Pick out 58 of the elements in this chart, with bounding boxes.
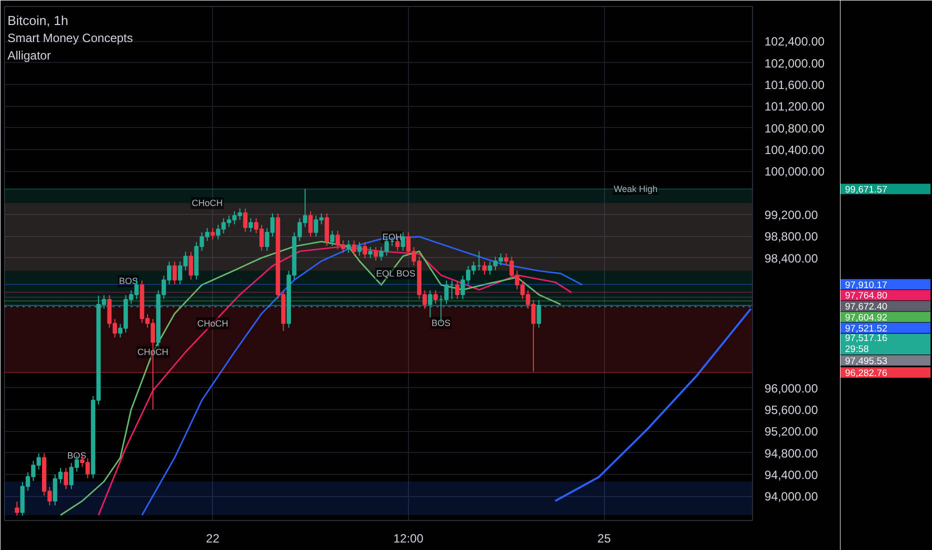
candlestick: [330, 230, 334, 246]
annotation: EQL BOS: [376, 268, 416, 279]
candlestick: [362, 242, 368, 259]
y-tick-label: 96,000.00: [764, 381, 818, 396]
text: 97,495.53: [845, 356, 888, 367]
candlestick: [346, 240, 351, 254]
y-tick-label: 98,400.00: [764, 251, 818, 266]
annotation: BOS: [67, 450, 86, 461]
candlestick: [433, 290, 438, 304]
y-tick-label: 100,000.00: [764, 164, 825, 179]
y-tick-label: 102,000.00: [764, 56, 825, 70]
text: 97,521.52: [845, 323, 888, 334]
candlestick: [482, 261, 487, 276]
candlestick: [357, 242, 362, 256]
y-tick-label: 101,600.00: [764, 78, 825, 92]
annotation: CHoCH: [192, 198, 223, 208]
y-tick-label: 100,400.00: [764, 142, 825, 157]
y-tick-label: 94,800.00: [764, 446, 818, 460]
candlestick: [368, 246, 373, 259]
candlestick: [210, 228, 215, 240]
candlestick: [455, 280, 460, 300]
text: 99,671.57: [845, 184, 888, 196]
y-tick-label: 94,000.00: [764, 490, 818, 504]
x-tick-label: 22: [206, 532, 220, 546]
text: 97,517.16 29:58: [845, 333, 888, 356]
text: 97,672.40: [845, 302, 888, 313]
candlestick: [14, 501, 20, 516]
text: 97,910.17: [845, 280, 888, 291]
candlestick: [64, 467, 68, 490]
candlestick: [352, 240, 356, 256]
y-tick-label: 100,800.00: [764, 121, 825, 136]
text: Bitcoin, 1h: [7, 12, 68, 28]
candlestick: [308, 210, 313, 238]
text: 96,282.76: [845, 368, 888, 379]
x-tick-label: 25: [597, 532, 612, 546]
text: Smart Money Concepts Alligator: [7, 30, 133, 62]
y-tick-label: 94,400.00: [764, 468, 818, 482]
annotation: BOS: [432, 318, 451, 328]
y-tick-label: 99,200.00: [764, 208, 818, 222]
candlestick: [324, 212, 330, 246]
candlestick: [400, 232, 406, 252]
y-tick-label: 98,800.00: [764, 230, 818, 244]
candlestick: [172, 261, 177, 285]
y-tick-label: 95,200.00: [764, 424, 818, 439]
candlestick: [428, 290, 432, 318]
candlestick: [243, 208, 248, 232]
text: 97,604.92: [845, 312, 888, 324]
candlestick: [536, 300, 542, 328]
candlestick: [188, 251, 194, 280]
x-tick-label: 12:00: [393, 532, 424, 546]
candlestick: [374, 246, 378, 262]
y-tick-label: 95,600.00: [764, 402, 818, 417]
y-tick-label: 102,400.00: [764, 34, 825, 49]
annotation: Weak High: [614, 184, 658, 194]
text: 97,764.80: [845, 290, 888, 302]
annotation: EQH: [382, 232, 402, 242]
candlestick: [248, 218, 253, 232]
y-tick-label: 101,200.00: [764, 100, 825, 114]
